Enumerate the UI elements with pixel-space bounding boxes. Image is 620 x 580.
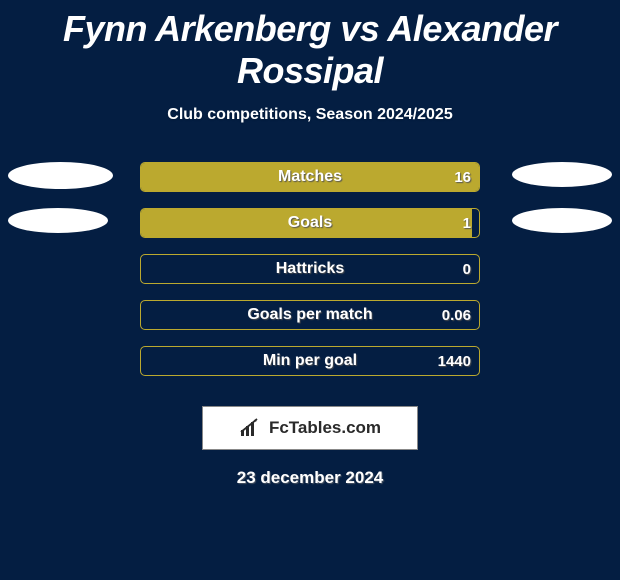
subtitle: Club competitions, Season 2024/2025 (0, 106, 620, 124)
player-marker-left (8, 208, 108, 233)
stat-row: Goals1 (0, 208, 620, 238)
stat-bar: Hattricks0 (140, 254, 480, 284)
stat-value: 1440 (438, 347, 471, 375)
stat-bar: Min per goal1440 (140, 346, 480, 376)
stat-bar: Goals1 (140, 208, 480, 238)
page-title: Fynn Arkenberg vs Alexander Rossipal (0, 0, 620, 92)
stat-label: Hattricks (141, 255, 479, 283)
stat-row: Min per goal1440 (0, 346, 620, 376)
stat-label: Matches (141, 163, 479, 191)
stat-bar: Goals per match0.06 (140, 300, 480, 330)
stat-label: Goals per match (141, 301, 479, 329)
stat-row: Matches16 (0, 162, 620, 192)
stat-bar: Matches16 (140, 162, 480, 192)
stat-value: 16 (454, 163, 471, 191)
stat-value: 1 (463, 209, 471, 237)
chart-icon (239, 418, 263, 438)
player-marker-right (512, 162, 612, 187)
stat-value: 0.06 (442, 301, 471, 329)
stat-row: Goals per match0.06 (0, 300, 620, 330)
stat-label: Min per goal (141, 347, 479, 375)
date-label: 23 december 2024 (0, 468, 620, 488)
stat-label: Goals (141, 209, 479, 237)
watermark: FcTables.com (202, 406, 418, 450)
stat-value: 0 (463, 255, 471, 283)
stat-row: Hattricks0 (0, 254, 620, 284)
comparison-card: Fynn Arkenberg vs Alexander Rossipal Clu… (0, 0, 620, 580)
player-marker-left (8, 162, 113, 189)
stats-chart: Matches16 Goals1 Hattricks0 Goals per match… (0, 162, 620, 392)
watermark-text: FcTables.com (269, 418, 381, 438)
player-marker-right (512, 208, 612, 233)
